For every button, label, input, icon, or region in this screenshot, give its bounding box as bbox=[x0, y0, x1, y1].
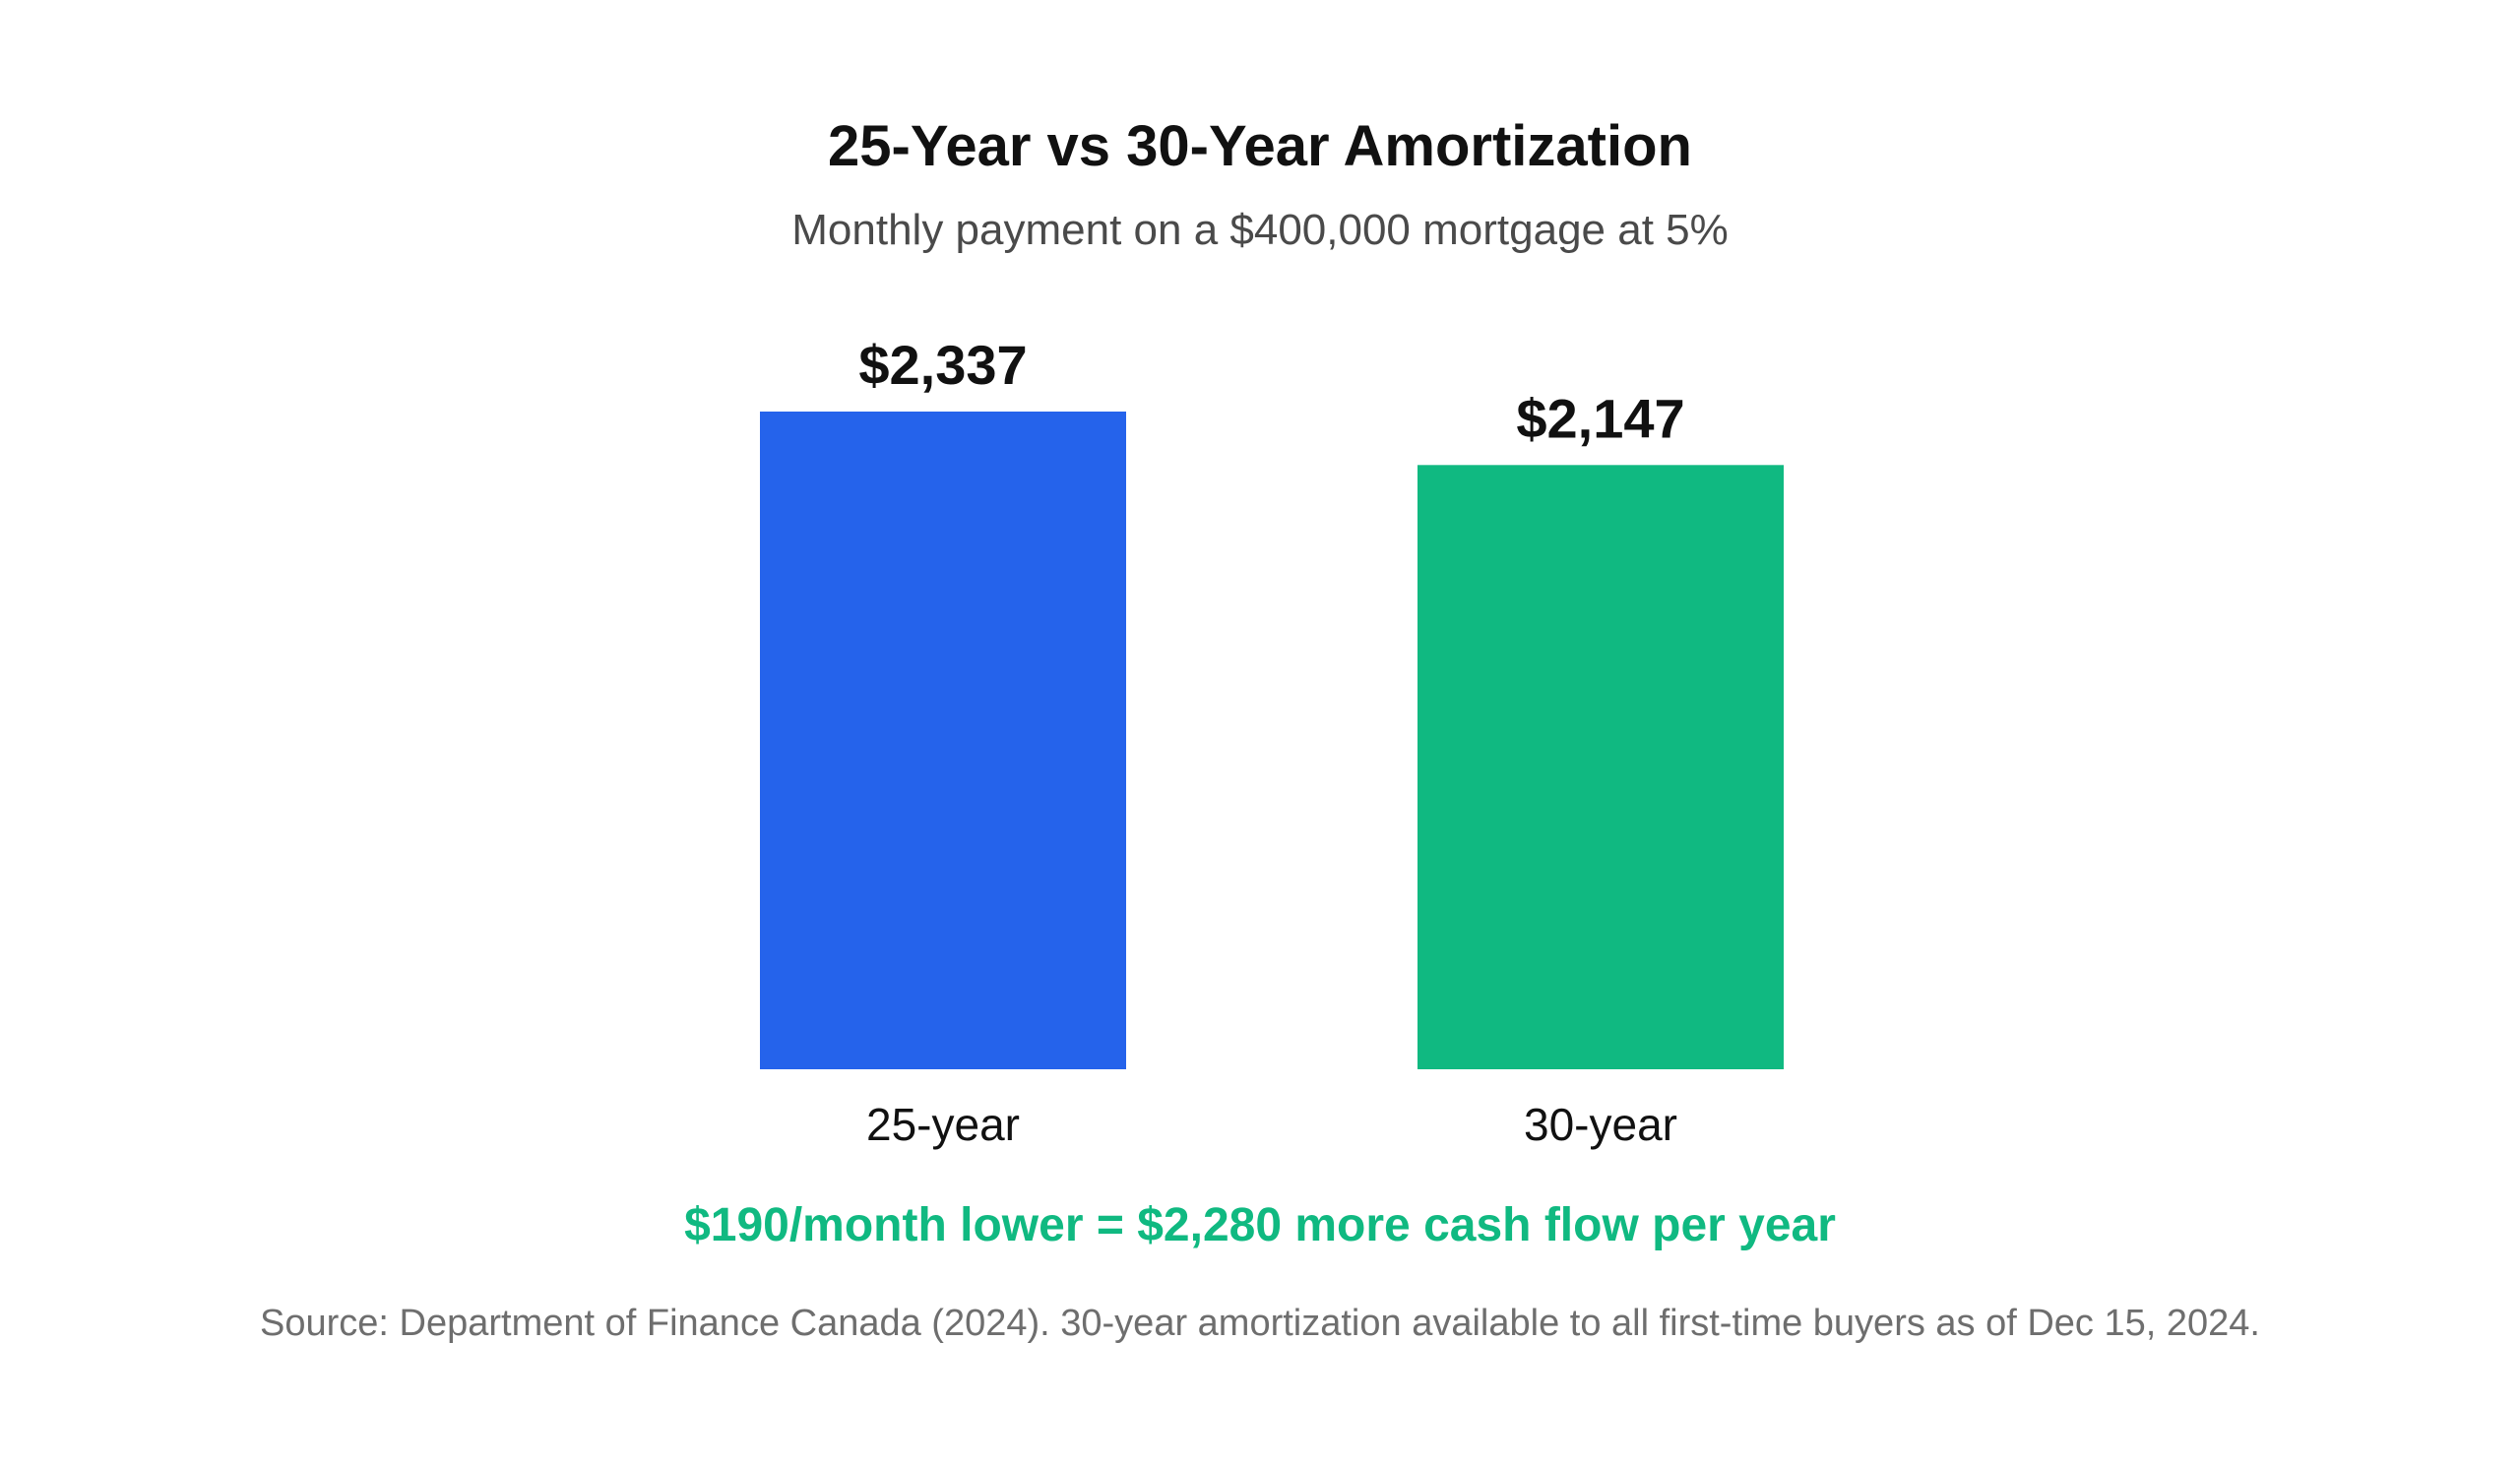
chart-subtitle: Monthly payment on a $400,000 mortgage a… bbox=[791, 206, 1729, 254]
bars-layer: $2,337 25-year $2,147 30-year bbox=[760, 334, 1784, 1150]
category-label-30-year: 30-year bbox=[1524, 1099, 1677, 1150]
value-label-30-year: $2,147 bbox=[1516, 387, 1684, 449]
bar-30-year bbox=[1418, 465, 1784, 1069]
bar-25-year bbox=[760, 412, 1126, 1069]
value-label-25-year: $2,337 bbox=[858, 334, 1027, 396]
savings-annotation: $190/month lower = $2,280 more cash flow… bbox=[684, 1199, 1836, 1251]
source-note: Source: Department of Finance Canada (20… bbox=[260, 1303, 2260, 1344]
chart-title: 25-Year vs 30-Year Amortization bbox=[828, 114, 1692, 178]
category-label-25-year: 25-year bbox=[866, 1099, 1020, 1150]
